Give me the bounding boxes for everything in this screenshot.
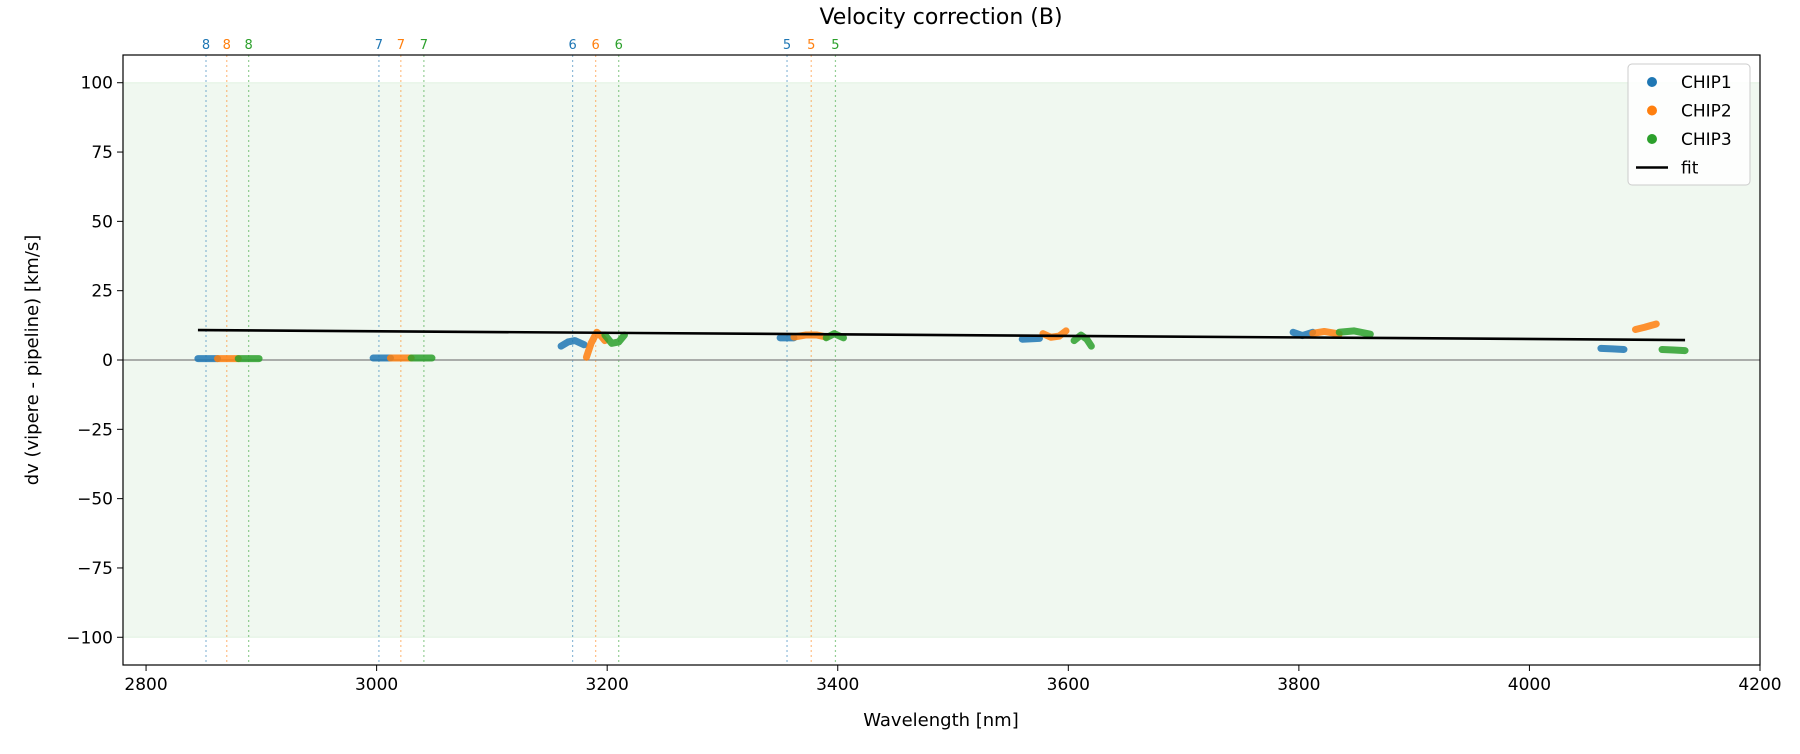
y-tick-label: 0 bbox=[102, 351, 113, 371]
order-label: 8 bbox=[223, 38, 231, 53]
x-tick-label: 3000 bbox=[355, 675, 398, 695]
order-label: 6 bbox=[568, 38, 576, 53]
data-segment-chip1 bbox=[557, 337, 588, 350]
data-segment-chip2 bbox=[1309, 327, 1343, 338]
fit-line bbox=[197, 328, 1686, 342]
order-label: 6 bbox=[592, 38, 600, 53]
data-segment-chip3 bbox=[601, 331, 628, 347]
order-label: 5 bbox=[831, 38, 839, 53]
legend: CHIP1 CHIP2 CHIP3 fit bbox=[1627, 63, 1751, 186]
chart-title: Velocity correction (B) bbox=[819, 5, 1062, 30]
y-tick-label: 75 bbox=[91, 143, 113, 163]
y-tick-label: −25 bbox=[77, 420, 113, 440]
legend-marker-chip3 bbox=[1647, 134, 1657, 144]
order-label: 5 bbox=[783, 38, 791, 53]
x-tick-label: 2800 bbox=[124, 675, 167, 695]
order-label: 7 bbox=[375, 38, 383, 53]
data-segment-chip1 bbox=[1018, 334, 1043, 343]
y-axis-label: dv (vipere - pipeline) [km/s] bbox=[22, 235, 43, 486]
series-chip1 bbox=[194, 328, 1628, 363]
legend-marker-chip2 bbox=[1647, 105, 1657, 116]
x-tick-label: 3800 bbox=[1277, 675, 1320, 695]
y-tick-label: 50 bbox=[91, 212, 113, 232]
x-tick-label: 4200 bbox=[1738, 675, 1781, 695]
data-segment-chip3 bbox=[1335, 327, 1374, 338]
x-tick-label: 3200 bbox=[586, 675, 629, 695]
y-tick-label: −75 bbox=[77, 559, 113, 579]
legend-label: CHIP3 bbox=[1681, 130, 1732, 150]
legend-marker-chip1 bbox=[1647, 77, 1657, 87]
y-tick-label: −50 bbox=[77, 490, 113, 510]
data-segment-chip2 bbox=[1631, 320, 1660, 333]
order-label: 8 bbox=[245, 38, 253, 53]
order-label: 6 bbox=[615, 38, 623, 53]
y-tick-label: 100 bbox=[81, 74, 113, 94]
data-segment-chip3 bbox=[1658, 345, 1689, 355]
order-label: 5 bbox=[807, 38, 815, 53]
y-tick-label: 25 bbox=[91, 282, 113, 302]
series-chip3 bbox=[234, 327, 1689, 363]
x-axis-label: Wavelength [nm] bbox=[863, 710, 1019, 731]
legend-label: CHIP2 bbox=[1681, 102, 1732, 122]
x-tick-label: 3400 bbox=[816, 675, 859, 695]
legend-label: fit bbox=[1681, 159, 1699, 179]
order-label: 7 bbox=[397, 38, 405, 53]
legend-box bbox=[1627, 63, 1751, 186]
order-label: 7 bbox=[420, 38, 428, 53]
x-tick-label: 3600 bbox=[1047, 675, 1090, 695]
x-tick-label: 4000 bbox=[1508, 675, 1551, 695]
legend-label: CHIP1 bbox=[1681, 73, 1732, 93]
order-label: 8 bbox=[202, 38, 210, 53]
y-tick-label: −100 bbox=[66, 628, 113, 648]
data-segment-chip1 bbox=[1597, 344, 1628, 353]
